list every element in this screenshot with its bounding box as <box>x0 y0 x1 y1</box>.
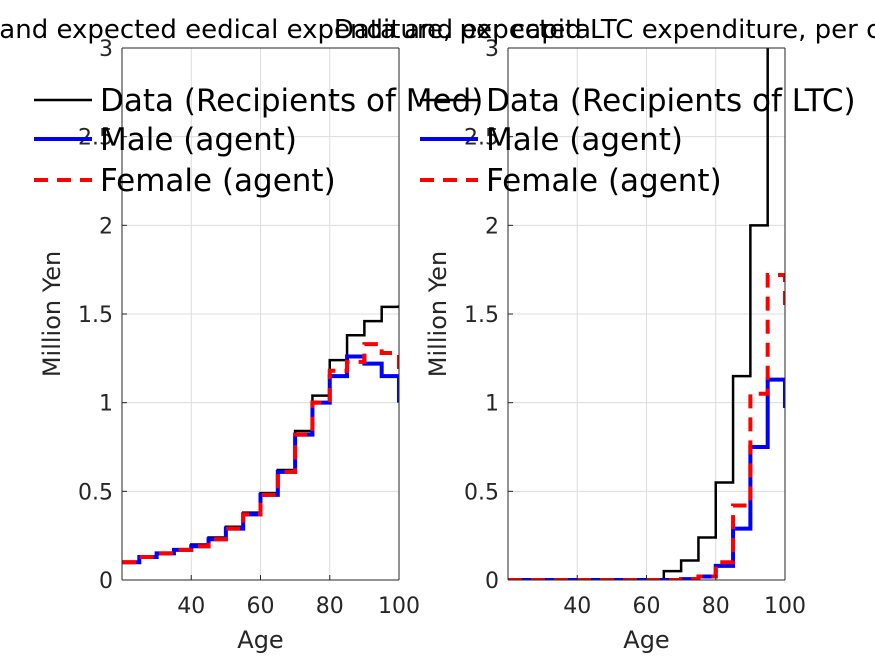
y-tick-label: 2 <box>99 214 113 239</box>
legend-entry-label: Female (agent) <box>486 163 722 199</box>
x-tick-label: 60 <box>633 594 661 619</box>
y-axis-label: Million Yen <box>424 251 452 377</box>
series-line <box>122 354 399 565</box>
legend-entry-label: Male (agent) <box>486 122 683 158</box>
x-tick-label: 60 <box>247 594 275 619</box>
legend-entry-label: Male (agent) <box>100 122 297 158</box>
y-tick-label: 0.5 <box>464 480 499 505</box>
x-tick-label: 40 <box>563 594 591 619</box>
x-tick-label: 100 <box>764 594 806 619</box>
legend-entry-label: Female (agent) <box>100 163 336 199</box>
y-tick-label: 3 <box>99 37 113 62</box>
x-tick-label: 80 <box>702 594 730 619</box>
chart-title: Data and expected eedical expenditure, p… <box>0 15 591 45</box>
y-tick-label: 0 <box>485 569 499 594</box>
x-tick-label: 100 <box>378 594 420 619</box>
y-tick-label: 1 <box>485 392 499 417</box>
y-tick-label: 0.5 <box>78 480 113 505</box>
y-tick-label: 1.5 <box>464 303 499 328</box>
x-tick-label: 40 <box>177 594 205 619</box>
chart-title: Data and expected LTC expenditure, per c… <box>334 15 875 45</box>
y-axis-label: Million Yen <box>38 251 66 377</box>
y-tick-label: 1.5 <box>78 303 113 328</box>
y-tick-label: 2 <box>485 214 499 239</box>
y-tick-label: 0 <box>99 569 113 594</box>
series-group <box>122 305 399 565</box>
legend: Data (Recipients of LTC)Male (agent) Fema… <box>420 83 856 199</box>
legend-entry-label: Data (Recipients of Med) <box>100 83 483 119</box>
series-group <box>508 48 785 580</box>
legend: Data (Recipients of Med)Male (agent) Fema… <box>34 83 483 199</box>
legend-entry-label: Data (Recipients of LTC) <box>486 83 856 119</box>
x-axis-label: Age <box>237 626 283 654</box>
y-tick-label: 1 <box>99 392 113 417</box>
x-axis-label: Age <box>623 626 669 654</box>
y-tick-label: 3 <box>485 37 499 62</box>
series-line <box>508 48 769 580</box>
x-tick-label: 80 <box>316 594 344 619</box>
series-line <box>508 377 785 580</box>
